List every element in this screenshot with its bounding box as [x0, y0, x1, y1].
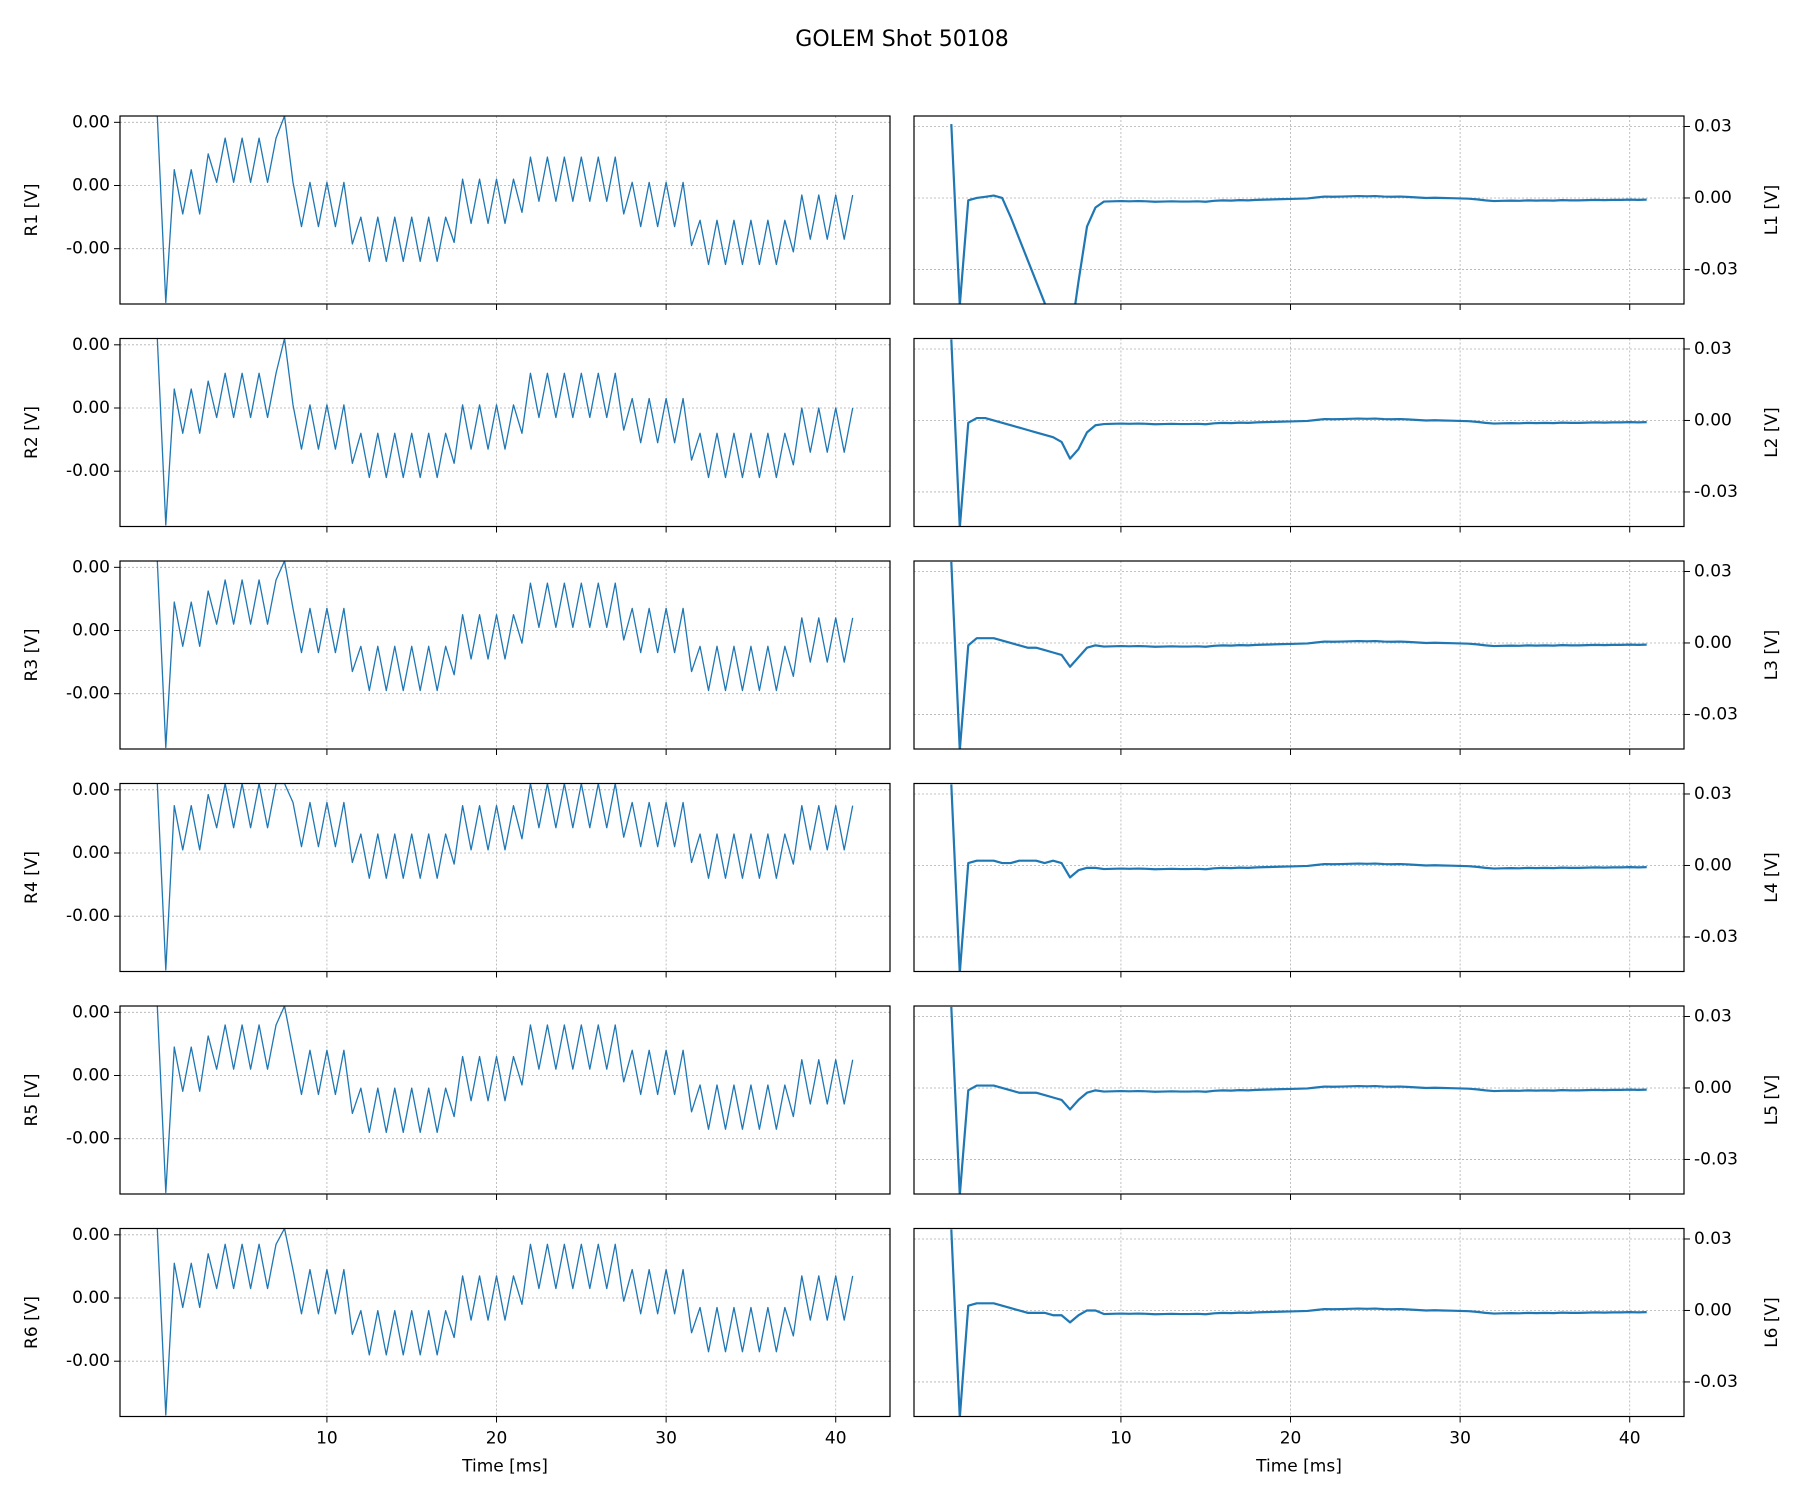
y-tick-label: -0.00 — [66, 684, 110, 704]
x-tick-label: 30 — [655, 1429, 677, 1449]
x-tick-label: 40 — [825, 1429, 847, 1449]
x-tick-label: 20 — [486, 1429, 508, 1449]
y-tick-label: -0.00 — [66, 906, 110, 926]
y-tick-label: 0.00 — [72, 621, 110, 641]
signal-line — [156, 116, 854, 304]
y-axis-label: L2 [V] — [1762, 407, 1782, 458]
y-tick-label: 0.00 — [72, 780, 110, 800]
y-tick-label: -0.03 — [1694, 927, 1738, 947]
x-tick-label: 30 — [1449, 1429, 1471, 1449]
y-axis-label: L1 [V] — [1762, 185, 1782, 236]
axes-frame — [913, 560, 1685, 750]
y-tick-label: -0.00 — [66, 1129, 110, 1149]
y-tick-label: 0.00 — [1694, 855, 1732, 875]
axes-frame — [913, 1005, 1685, 1195]
x-tick-label: 20 — [1280, 1429, 1302, 1449]
y-tick-label: 0.00 — [1694, 188, 1732, 208]
axes-frame — [913, 782, 1685, 973]
signal-line — [156, 1228, 854, 1416]
signal-line — [950, 124, 1647, 304]
x-axis-label: Time [ms] — [461, 1457, 548, 1477]
y-tick-label: -0.03 — [1694, 1149, 1738, 1169]
y-tick-label: 0.00 — [72, 1066, 110, 1086]
y-tick-label: 0.03 — [1694, 1006, 1732, 1026]
y-tick-label: -0.03 — [1694, 259, 1738, 279]
y-axis-label: L3 [V] — [1762, 630, 1782, 681]
signal-line — [950, 1229, 1647, 1417]
y-axis-label: R2 [V] — [22, 406, 42, 459]
y-tick-label: -0.00 — [66, 239, 110, 259]
y-tick-label: 0.00 — [72, 1288, 110, 1308]
y-tick-label: 0.00 — [72, 557, 110, 577]
figure-title: GOLEM Shot 50108 — [795, 27, 1008, 52]
x-tick-label: 40 — [1619, 1429, 1641, 1449]
axes-frame — [119, 1005, 891, 1195]
y-axis-label: R6 [V] — [22, 1296, 42, 1349]
axes-frame — [119, 337, 891, 528]
y-axis-label: R3 [V] — [22, 629, 42, 682]
y-tick-label: 0.00 — [1694, 633, 1732, 653]
signal-line — [950, 561, 1647, 749]
signal-line — [156, 1006, 854, 1194]
y-axis-label: R1 [V] — [22, 184, 42, 237]
y-tick-label: -0.03 — [1694, 482, 1738, 502]
y-tick-label: 0.03 — [1694, 116, 1732, 136]
y-tick-label: -0.00 — [66, 461, 110, 481]
axes-frame — [913, 1227, 1685, 1418]
y-tick-label: 0.03 — [1694, 561, 1732, 581]
signal-line — [156, 338, 854, 526]
y-axis-label: R4 [V] — [22, 851, 42, 904]
signal-line — [156, 783, 854, 971]
signal-line — [156, 561, 854, 749]
y-tick-label: 0.03 — [1694, 1229, 1732, 1249]
x-tick-label: 10 — [1110, 1429, 1132, 1449]
x-tick-label: 10 — [316, 1429, 338, 1449]
y-tick-label: 0.00 — [1694, 1300, 1732, 1320]
y-axis-label: L6 [V] — [1762, 1297, 1782, 1348]
y-tick-label: 0.03 — [1694, 339, 1732, 359]
axes-frame — [119, 560, 891, 750]
signal-line — [950, 784, 1647, 972]
y-tick-label: 0.00 — [1694, 1078, 1732, 1098]
axes-frame — [913, 337, 1685, 528]
y-tick-label: 0.00 — [72, 843, 110, 863]
axes-frame — [119, 1227, 891, 1418]
axes-frame — [119, 782, 891, 973]
y-tick-label: 0.00 — [72, 398, 110, 418]
axes-frame — [119, 115, 891, 305]
y-tick-label: -0.00 — [66, 1351, 110, 1371]
y-axis-label: L4 [V] — [1762, 852, 1782, 903]
signal-line — [950, 339, 1647, 527]
y-tick-label: -0.03 — [1694, 704, 1738, 724]
y-tick-label: 0.00 — [1694, 410, 1732, 430]
axes-frame — [913, 115, 1685, 305]
y-tick-label: 0.00 — [72, 335, 110, 355]
y-tick-label: 0.00 — [72, 112, 110, 132]
y-tick-label: 0.03 — [1694, 784, 1732, 804]
y-tick-label: -0.03 — [1694, 1372, 1738, 1392]
y-axis-label: L5 [V] — [1762, 1075, 1782, 1126]
signal-line — [950, 1006, 1647, 1194]
y-tick-label: 0.00 — [72, 1225, 110, 1245]
y-tick-label: 0.00 — [72, 176, 110, 196]
x-axis-label: Time [ms] — [1255, 1457, 1342, 1477]
y-axis-label: R5 [V] — [22, 1074, 42, 1127]
y-tick-label: 0.00 — [72, 1002, 110, 1022]
